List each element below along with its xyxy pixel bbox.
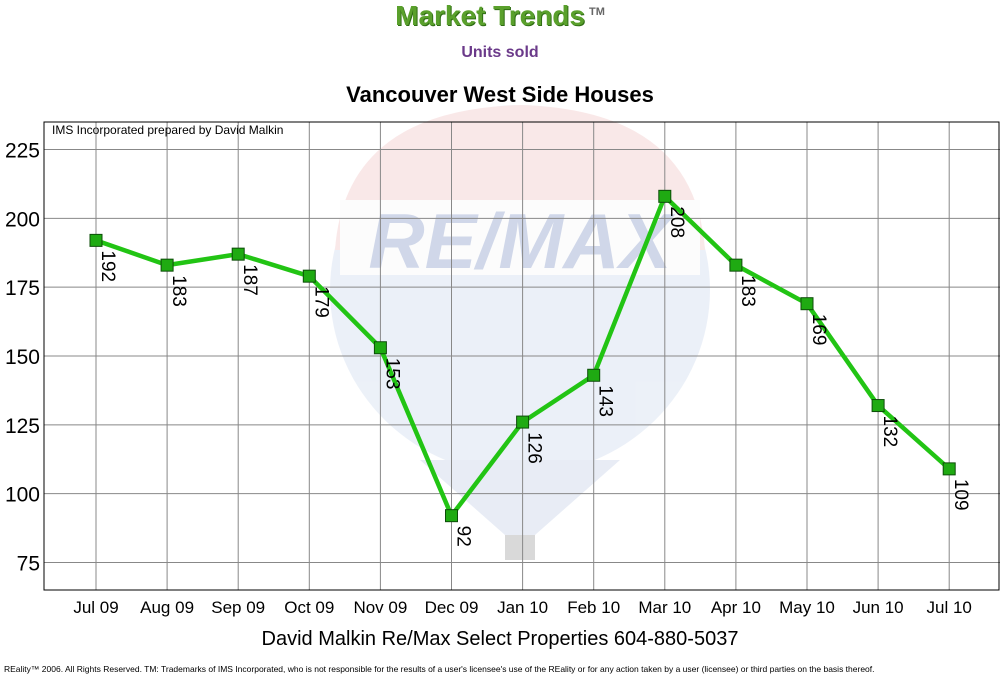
x-tick-label: Jul 09 [73,598,118,617]
data-marker [658,189,672,203]
data-label: 126 [524,432,545,464]
data-marker [800,297,814,311]
x-tick-label: Sep 09 [211,598,265,617]
chart-annotation: IMS Incorporated prepared by David Malki… [52,123,283,137]
x-tick-label: Jul 10 [927,598,972,617]
data-marker [302,269,316,283]
balloon-watermark: RE/MAX [330,105,710,560]
x-tick-label: Feb 10 [567,598,620,617]
y-tick-label: 75 [17,552,40,575]
data-label: 92 [453,526,474,547]
legal-notice: REality™ 2006. All Rights Reserved. TM: … [4,664,875,674]
data-marker [942,462,956,476]
data-marker [587,368,601,382]
data-label: 192 [97,250,118,282]
x-tick-label: Nov 09 [353,598,407,617]
brand-title: Market Trends TM [395,0,605,31]
plot-border [43,121,1000,591]
data-labels: 192 183 187 179 153 92 126 143 208 183 169 132 109 [97,206,971,546]
x-tick-label: Jun 10 [853,598,904,617]
chart-title: Vancouver West Side Houses [346,82,654,107]
contact-line: David Malkin Re/Max Select Properties 60… [261,628,739,650]
data-markers [89,189,956,523]
data-label: 179 [310,286,331,318]
data-marker [160,258,174,272]
y-tick-label: 225 [5,140,40,163]
data-label: 169 [808,314,829,346]
data-marker [231,247,245,261]
data-label: 183 [737,275,758,307]
data-label: 153 [381,358,402,390]
y-axis: 75 100 125 150 175 200 225 [5,140,40,576]
x-tick-label: Jan 10 [497,598,548,617]
data-label: 183 [168,275,189,307]
data-label: 109 [950,479,971,511]
data-label: 187 [239,264,260,296]
watermark-text: RE/MAX [368,197,675,285]
brand-subtitle: Units sold [461,44,539,61]
data-label: 132 [879,416,900,448]
x-tick-label: Dec 09 [425,598,479,617]
x-tick-label: May 10 [779,598,835,617]
x-tick-label: Oct 09 [284,598,334,617]
y-tick-label: 100 [5,484,40,507]
y-tick-label: 150 [5,346,40,369]
data-label: 143 [595,385,616,417]
data-marker [871,399,885,413]
data-marker [373,341,387,355]
y-tick-label: 125 [5,415,40,438]
x-tick-label: Mar 10 [638,598,691,617]
x-tick-label: Apr 10 [711,598,761,617]
y-tick-label: 175 [5,277,40,300]
data-marker [89,233,103,247]
data-label: 208 [666,206,687,238]
data-marker [445,509,458,523]
plot-frame [43,121,1000,591]
trademark-mark: TM [588,5,605,18]
x-tick-label: Aug 09 [140,598,194,617]
data-marker [729,258,743,272]
x-axis: Jul 09 Aug 09 Sep 09 Oct 09 Nov 09 Dec 09 Jan … [73,598,972,617]
y-tick-label: 200 [5,208,40,231]
data-marker [516,415,530,429]
